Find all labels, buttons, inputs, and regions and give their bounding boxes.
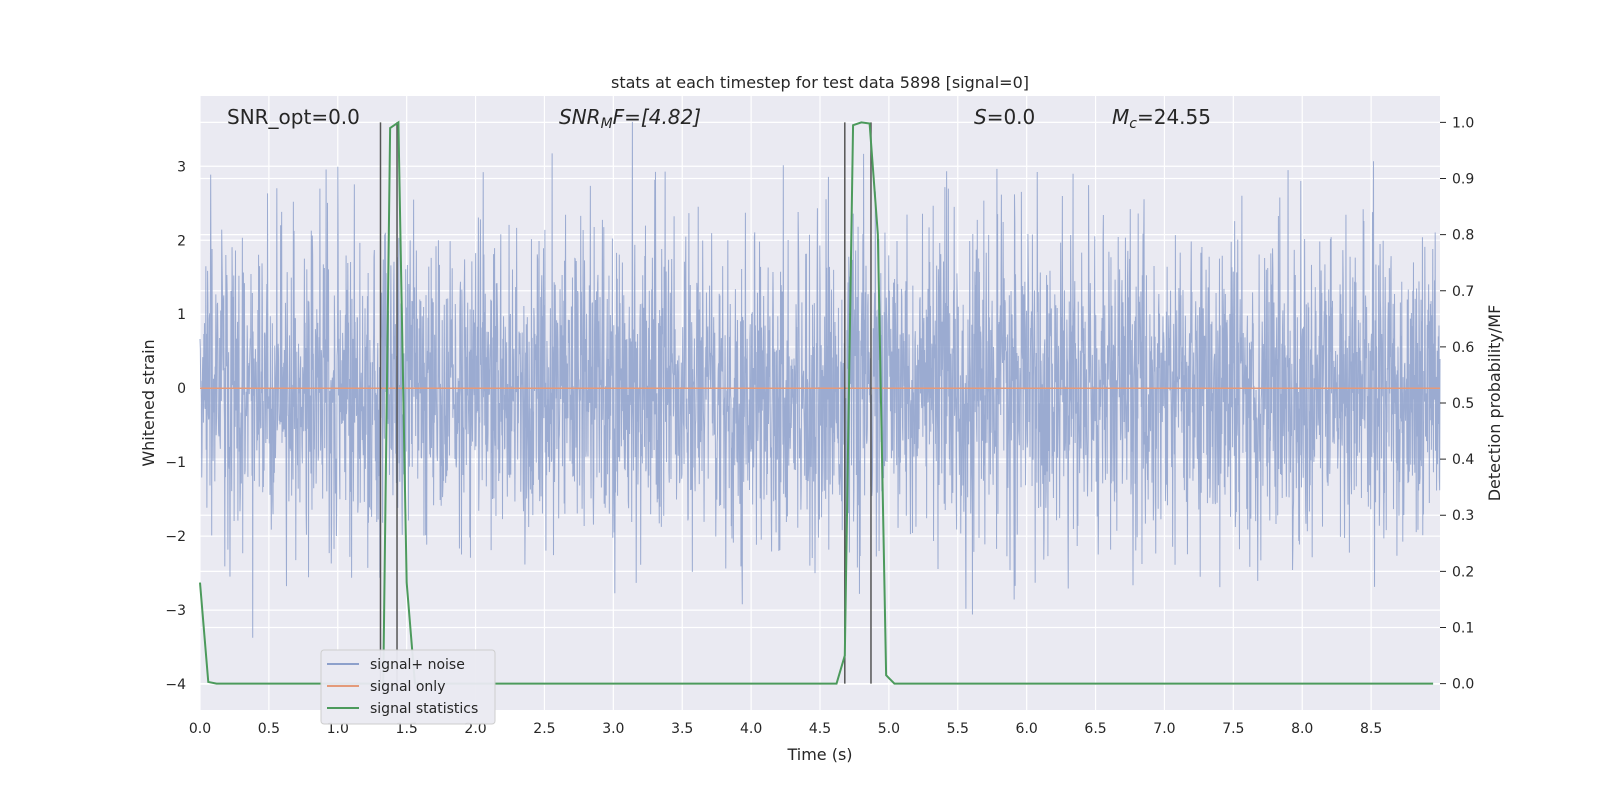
y-tick-label-left-1: −3 bbox=[165, 603, 186, 619]
annotation-snr-opt: SNR_opt=0.0 bbox=[227, 105, 360, 129]
y-tick-label-right-0: 0.0 bbox=[1452, 677, 1474, 693]
y-axis-label-right: Detection probability/MF bbox=[1485, 305, 1504, 502]
x-tick-label-3: 1.5 bbox=[396, 721, 418, 737]
y-tick-labels-right: 0.0 0.1 0.2 0.3 0.4 0.5 0.6 0.7 0.8 0.9 1.0 bbox=[1440, 115, 1474, 693]
x-tick-label-15: 7.5 bbox=[1222, 721, 1244, 737]
y-tick-label-right-1: 0.1 bbox=[1452, 620, 1474, 636]
x-tick-label-14: 7.0 bbox=[1153, 721, 1175, 737]
y-tick-label-right-2: 0.2 bbox=[1452, 564, 1474, 580]
y-tick-label-right-5: 0.5 bbox=[1452, 396, 1474, 412]
y-tick-label-right-7: 0.7 bbox=[1452, 284, 1474, 300]
legend-label-signal-only: signal only bbox=[370, 679, 445, 695]
x-tick-label-13: 6.5 bbox=[1084, 721, 1106, 737]
x-axis-label: Time (s) bbox=[786, 745, 852, 764]
x-tick-label-16: 8.0 bbox=[1291, 721, 1313, 737]
x-tick-label-8: 4.0 bbox=[740, 721, 762, 737]
x-tick-label-7: 3.5 bbox=[671, 721, 693, 737]
x-tick-label-6: 3.0 bbox=[602, 721, 624, 737]
x-tick-labels: 0.0 0.5 1.0 1.5 2.0 2.5 3.0 3.5 4.0 4.5 5.0 5.5 6.0 6… bbox=[189, 721, 1382, 737]
annotation-s: S=0.0 bbox=[974, 105, 1035, 129]
x-tick-label-4: 2.0 bbox=[464, 721, 486, 737]
annotation-snr-mf: SNRMF=[4.82] bbox=[559, 105, 701, 132]
annotation-mc: Mc=24.55 bbox=[1112, 105, 1211, 132]
x-tick-label-1: 0.5 bbox=[258, 721, 280, 737]
x-tick-label-9: 4.5 bbox=[809, 721, 831, 737]
legend-box bbox=[320, 649, 496, 725]
y-tick-label-left-0: −4 bbox=[165, 677, 186, 693]
y-tick-label-right-8: 0.8 bbox=[1452, 228, 1474, 244]
noise-trace bbox=[199, 121, 1441, 638]
y-tick-label-left-3: −1 bbox=[165, 455, 186, 471]
y-axis-label-left: Whitened strain bbox=[139, 339, 158, 466]
y-tick-label-left-4: 0 bbox=[177, 381, 186, 397]
y-tick-label-right-3: 0.3 bbox=[1452, 508, 1474, 524]
chart-title: stats at each timestep for test data 589… bbox=[611, 73, 1029, 92]
y-tick-label-left-7: 3 bbox=[177, 159, 186, 175]
x-tick-label-10: 5.0 bbox=[878, 721, 900, 737]
y-tick-label-left-2: −2 bbox=[165, 529, 186, 545]
x-tick-label-11: 5.5 bbox=[947, 721, 969, 737]
y-tick-label-left-5: 1 bbox=[177, 307, 186, 323]
x-tick-label-2: 1.0 bbox=[327, 721, 349, 737]
y-tick-label-right-6: 0.6 bbox=[1452, 340, 1474, 356]
series-signal-plus-noise bbox=[199, 121, 1441, 638]
y-tick-label-right-10: 1.0 bbox=[1452, 115, 1474, 131]
y-tick-labels-left: −4 −3 −2 −1 0 1 2 3 bbox=[165, 159, 186, 693]
y-tick-label-right-9: 0.9 bbox=[1452, 172, 1474, 188]
x-tick-label-0: 0.0 bbox=[189, 721, 211, 737]
x-tick-label-12: 6.0 bbox=[1016, 721, 1038, 737]
legend: signal+ noise signal only signal statist… bbox=[320, 649, 496, 725]
legend-label-signal-statistics: signal statistics bbox=[370, 701, 478, 717]
legend-label-signal-plus-noise: signal+ noise bbox=[370, 657, 465, 673]
vertical-markers bbox=[379, 122, 872, 684]
x-tick-label-5: 2.5 bbox=[533, 721, 555, 737]
x-tick-label-17: 8.5 bbox=[1360, 721, 1382, 737]
y-tick-label-right-4: 0.4 bbox=[1452, 452, 1474, 468]
y-tick-label-left-6: 2 bbox=[177, 233, 186, 249]
